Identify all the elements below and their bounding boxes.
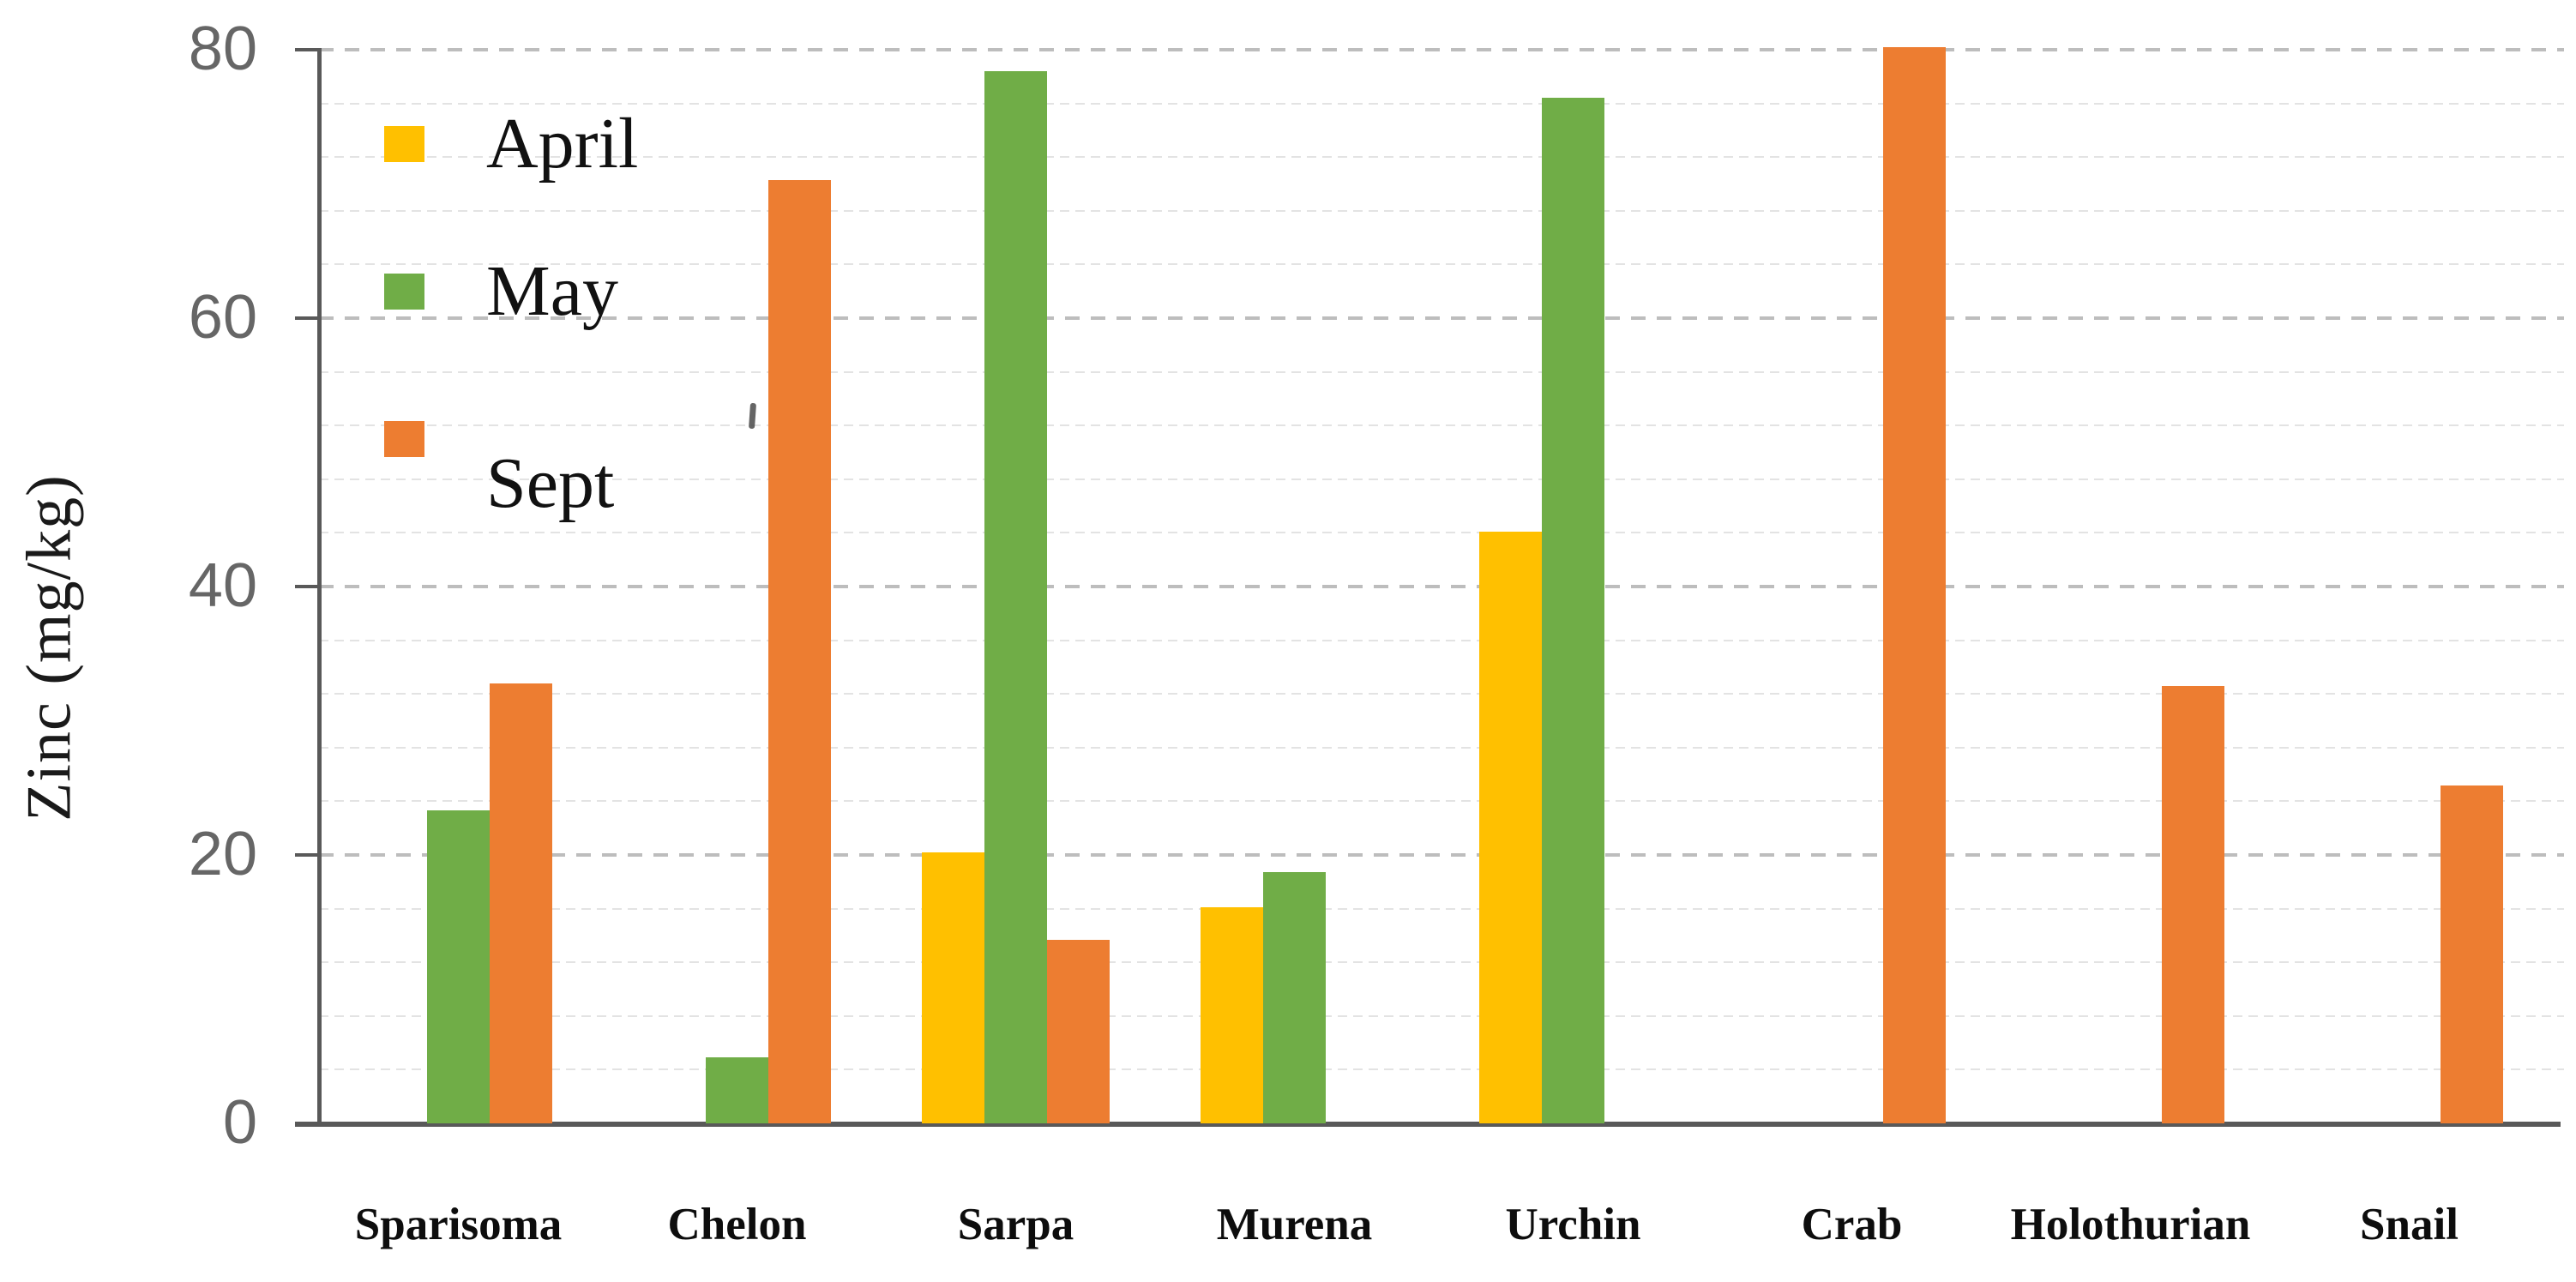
category-label-crab: Crab [1801,1200,1903,1249]
legend-label-may: May [486,251,618,331]
bar-slot-april [364,50,427,1123]
bar-snail-sept [2441,785,2503,1123]
bar-group-snail [2270,50,2549,1123]
minor-gridline [319,478,2564,480]
y-tick-mark [295,316,319,320]
bar-murena-april [1201,907,1263,1123]
minor-gridline [319,424,2564,427]
bar-slot-sept [1047,50,1110,1123]
bar-groups [319,46,2549,1123]
legend-item-sept: Sept [384,403,614,520]
y-tick-mark [295,1122,319,1125]
y-tick-label: 20 [188,820,257,888]
major-gridline [319,585,2564,588]
bar-slot-may [1821,50,1883,1123]
bar-sarpa-april [922,852,984,1123]
y-axis-line [317,48,322,1125]
bar-slot-sept [1604,50,1667,1123]
legend-swatch-may [384,274,424,310]
legend-label-sept: Sept [486,443,615,523]
x-axis-line [295,1122,2561,1127]
y-tick-label: 60 [188,283,257,352]
minor-gridline [319,907,2564,910]
minor-gridline [319,639,2564,641]
legend-swatch-april [384,126,424,162]
minor-gridline [319,1068,2564,1071]
bar-chelon-sept [768,179,831,1123]
y-tick-mark [295,585,319,588]
minor-gridline [319,693,2564,695]
major-gridline [319,853,2564,857]
minor-gridline [319,746,2564,749]
bar-crab-sept [1883,46,1946,1123]
bar-slot-april [643,50,706,1123]
bar-slot-sept [1326,50,1388,1123]
legend-label-april: April [486,104,639,184]
bar-group-chelon [598,50,876,1123]
bar-slot-may [706,50,768,1123]
bar-slot-may [1542,50,1604,1123]
minor-gridline [319,532,2564,534]
bar-group-sarpa [876,50,1155,1123]
bar-sparisoma-sept [490,683,552,1123]
bar-slot-may [2378,50,2441,1123]
bar-chelon-may [706,1057,768,1123]
bar-slot-april [2315,50,2378,1123]
legend-item-may: May [384,256,618,328]
minor-gridline [319,800,2564,803]
bar-sarpa-sept [1047,939,1110,1123]
minor-gridline [319,263,2564,266]
y-tick-mark [295,853,319,857]
category-label-snail: Snail [2360,1200,2459,1249]
bar-urchin-april [1479,531,1542,1123]
bar-sparisoma-may [427,810,490,1123]
legend-swatch-sept [384,421,424,457]
minor-gridline [319,1014,2564,1017]
y-tick-label: 0 [222,1088,257,1157]
bar-slot-april [922,50,984,1123]
category-label-urchin: Urchin [1505,1200,1641,1249]
category-label-chelon: Chelon [667,1200,807,1249]
category-label-murena: Murena [1216,1200,1373,1249]
bar-murena-may [1263,872,1326,1123]
major-gridline [319,48,2564,51]
minor-gridline [319,209,2564,212]
bar-holothurian-sept [2162,685,2224,1123]
bar-slot-april [2037,50,2099,1123]
minor-gridline [319,102,2564,105]
minor-gridline [319,370,2564,373]
y-tick-label: 80 [188,15,257,83]
plot-area [319,48,2564,1123]
bar-slot-april [1479,50,1542,1123]
bar-slot-sept [2441,50,2503,1123]
bar-urchin-may [1542,98,1604,1123]
bar-slot-may [2099,50,2162,1123]
bar-slot-sept [1883,46,1946,1123]
category-label-sarpa: Sarpa [957,1200,1074,1249]
bar-group-holothurian [1991,50,2270,1123]
bar-slot-sept [490,50,552,1123]
minor-gridline [319,156,2564,159]
legend-item-april: April [384,108,638,180]
y-tick-mark [295,48,319,51]
bar-group-murena [1155,50,1434,1123]
minor-gridline [319,961,2564,964]
bar-slot-april [1201,50,1263,1123]
category-label-sparisoma: Sparisoma [354,1200,563,1249]
bar-slot-may [427,50,490,1123]
bar-slot-sept [2162,50,2224,1123]
y-tick-label: 40 [188,551,257,620]
bar-slot-april [1758,50,1821,1123]
bar-slot-may [984,50,1047,1123]
major-gridline [319,316,2564,320]
bar-group-sparisoma [319,50,598,1123]
category-label-holothurian: Holothurian [2010,1200,2251,1249]
bar-group-urchin [1434,50,1712,1123]
bar-slot-may [1263,50,1326,1123]
bar-slot-sept [768,50,831,1123]
bar-group-crab [1712,46,1991,1123]
bar-sarpa-may [984,71,1047,1123]
